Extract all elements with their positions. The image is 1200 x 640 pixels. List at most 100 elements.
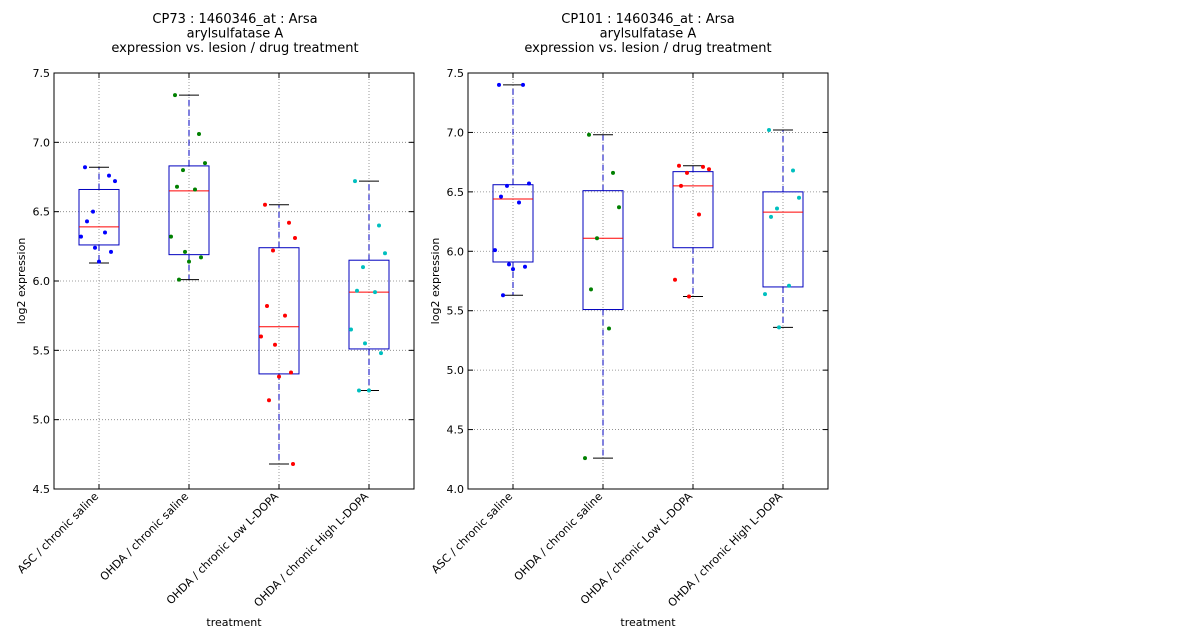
data-point [769,214,773,219]
box-2 [168,94,210,281]
data-point [763,292,767,297]
data-point [355,288,359,293]
data-point [173,93,177,98]
data-point [379,351,383,356]
data-point [83,165,87,170]
data-point [775,206,779,211]
data-point [289,370,293,375]
data-point [505,183,509,188]
data-point [707,167,711,172]
box-body [168,165,210,256]
data-point [527,181,531,186]
data-point [583,456,587,461]
data-point [287,220,291,225]
chart-title-line: arylsulfatase A [187,27,284,42]
data-point [777,325,781,330]
y-axis-label: log2 expression [429,238,442,325]
y-tick-label: 6.0 [33,275,51,288]
data-point [607,326,611,331]
y-tick-label: 7.0 [33,136,51,149]
box-body [492,184,534,263]
data-point [267,398,271,403]
data-point [521,82,525,87]
data-point [113,179,117,184]
data-point [91,209,95,214]
x-axis-label: treatment [206,616,262,629]
data-point [283,313,287,318]
data-point [367,388,371,393]
data-point [103,230,107,235]
data-point [587,132,591,137]
data-point [499,194,503,199]
y-tick-label: 6.5 [447,186,465,199]
data-point [259,334,263,339]
data-point [787,283,791,288]
data-point [263,202,267,207]
chart-title-line: CP73 : 1460346_at : Arsa [152,12,317,27]
data-point [357,388,361,393]
chart-title-line: arylsulfatase A [600,27,697,42]
x-axis-label: treatment [620,616,676,629]
box-body [258,247,300,375]
data-point [595,236,599,241]
data-point [79,234,83,239]
y-tick-label: 5.0 [33,414,51,427]
data-point [611,170,615,175]
data-point [293,236,297,241]
data-point [199,255,203,260]
y-tick-label: 6.5 [33,206,51,219]
y-tick-label: 4.5 [447,424,465,437]
chart-title-line: CP101 : 1460346_at : Arsa [561,12,734,27]
data-point [169,234,173,239]
data-point [507,262,511,267]
y-tick-label: 4.5 [33,483,51,496]
plot-frame [467,72,829,490]
data-point [277,374,281,379]
data-point [361,265,365,270]
data-point [85,219,89,224]
data-point [271,248,275,253]
data-point [701,164,705,169]
data-point [183,249,187,254]
box-4 [348,180,390,392]
data-point [687,294,691,299]
box-body [582,190,624,311]
data-point [383,251,387,256]
x-tick-label: ASC / chronic saline [429,490,515,576]
box-2 [582,134,624,459]
data-point [697,212,701,217]
data-point [497,82,501,87]
data-point [589,287,593,292]
box-4 [762,129,804,328]
data-point [175,184,179,189]
data-point [679,183,683,188]
data-point [265,303,269,308]
data-point [181,168,185,173]
y-tick-label: 4.0 [447,483,465,496]
data-point [617,205,621,210]
box-3 [672,165,714,297]
y-tick-label: 7.5 [447,67,465,80]
box-body [672,171,714,249]
data-point [767,128,771,133]
data-point [197,132,201,137]
x-tick-label: ASC / chronic saline [15,490,101,576]
data-point [797,195,801,200]
y-axis-label: log2 expression [15,238,28,325]
data-point [677,163,681,168]
box-body [348,259,390,350]
y-tick-label: 6.0 [447,245,465,258]
data-point [291,462,295,467]
data-point [97,259,101,264]
data-point [363,341,367,346]
y-tick-label: 5.5 [447,305,465,318]
data-point [109,249,113,254]
data-point [353,179,357,184]
data-point [273,342,277,347]
data-point [349,327,353,332]
data-point [501,293,505,298]
data-point [93,245,97,250]
